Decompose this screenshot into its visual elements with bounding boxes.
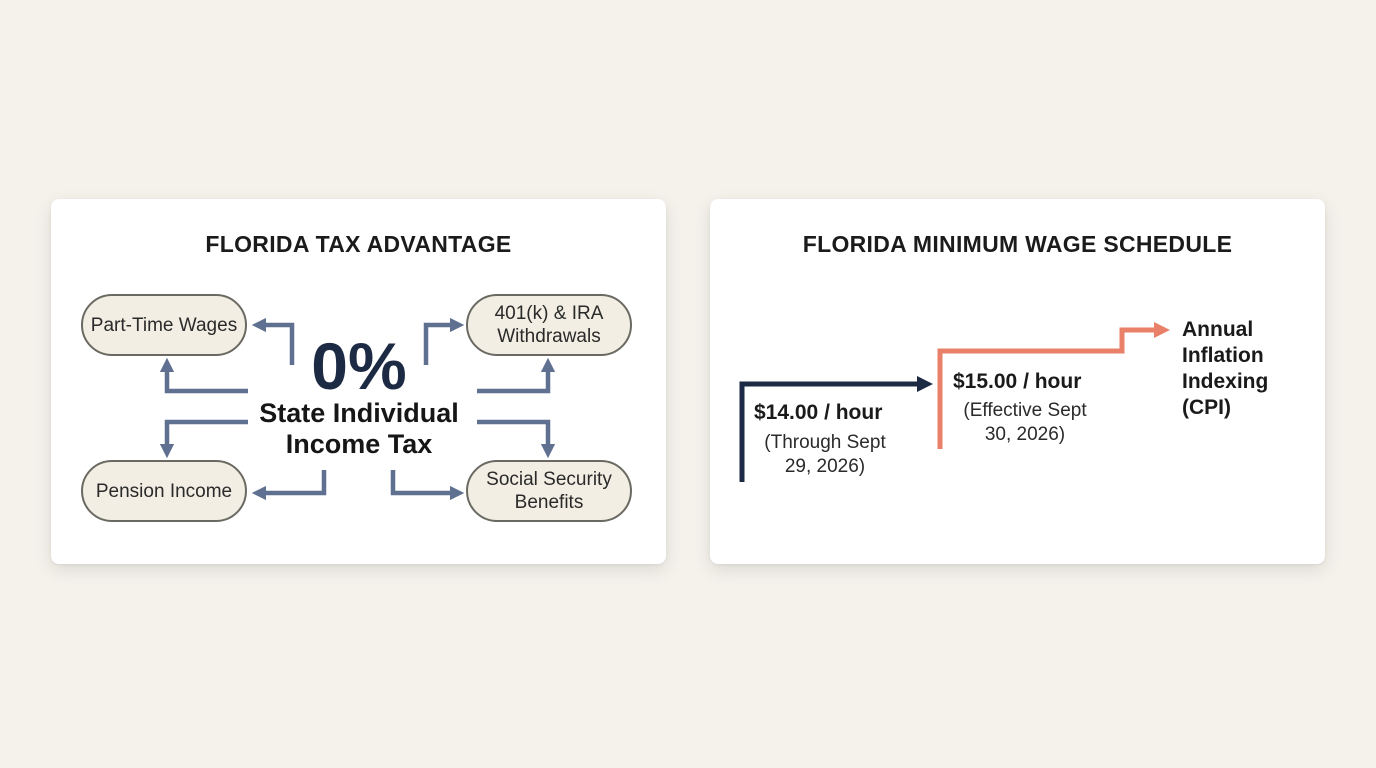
wage-step-arrows <box>739 321 1171 482</box>
wage-current-amount: $14.00 / hour <box>754 401 883 424</box>
arrow-to-pension-lower <box>251 470 327 501</box>
tax-advantage-card: FLORIDA TAX ADVANTAGE Part-Time Wages 40… <box>51 199 666 564</box>
arrow-to-part-time-lower <box>159 357 248 394</box>
wage-card-title: FLORIDA MINIMUM WAGE SCHEDULE <box>802 231 1233 257</box>
arrow-to-pension-upper <box>159 419 248 459</box>
wage-next-note: (Effective Sept 30, 2026) <box>963 400 1087 445</box>
tax-rate: 0% <box>311 329 407 403</box>
arrow-to-401k-upper <box>423 317 465 365</box>
tax-card-title: FLORIDA TAX ADVANTAGE <box>205 231 512 257</box>
inflation-indexing-label: Annual Inflation Indexing (CPI) <box>1182 318 1269 419</box>
tax-rate-label: State Individual Income Tax <box>259 398 459 459</box>
wage-next-amount: $15.00 / hour <box>953 370 1082 393</box>
tax-flow-arrows <box>159 317 556 501</box>
wage-current-note: (Through Sept 29, 2026) <box>764 432 886 477</box>
arrow-to-401k-lower <box>477 357 556 394</box>
social-security-benefits-pill: Social Security Benefits <box>466 460 632 522</box>
arrow-to-social-lower <box>390 470 465 501</box>
401k-ira-withdrawals-pill: 401(k) & IRA Withdrawals <box>466 294 632 356</box>
social-security-benefits-label: Social Security Benefits <box>486 469 612 513</box>
arrow-to-social-upper <box>477 419 556 459</box>
arrow-to-part-time-upper <box>251 317 295 365</box>
part-time-wages-pill: Part-Time Wages <box>81 294 247 356</box>
wage-step-2-arrow <box>937 321 1171 449</box>
pension-income-pill: Pension Income <box>81 460 247 522</box>
pension-income-label: Pension Income <box>95 480 233 502</box>
minimum-wage-card: FLORIDA MINIMUM WAGE SCHEDULE $14.00 / h… <box>710 199 1325 564</box>
part-time-wages-label: Part-Time Wages <box>90 314 238 336</box>
wage-step-1-arrow <box>739 375 934 482</box>
401k-ira-withdrawals-label: 401(k) & IRA Withdrawals <box>494 303 604 347</box>
